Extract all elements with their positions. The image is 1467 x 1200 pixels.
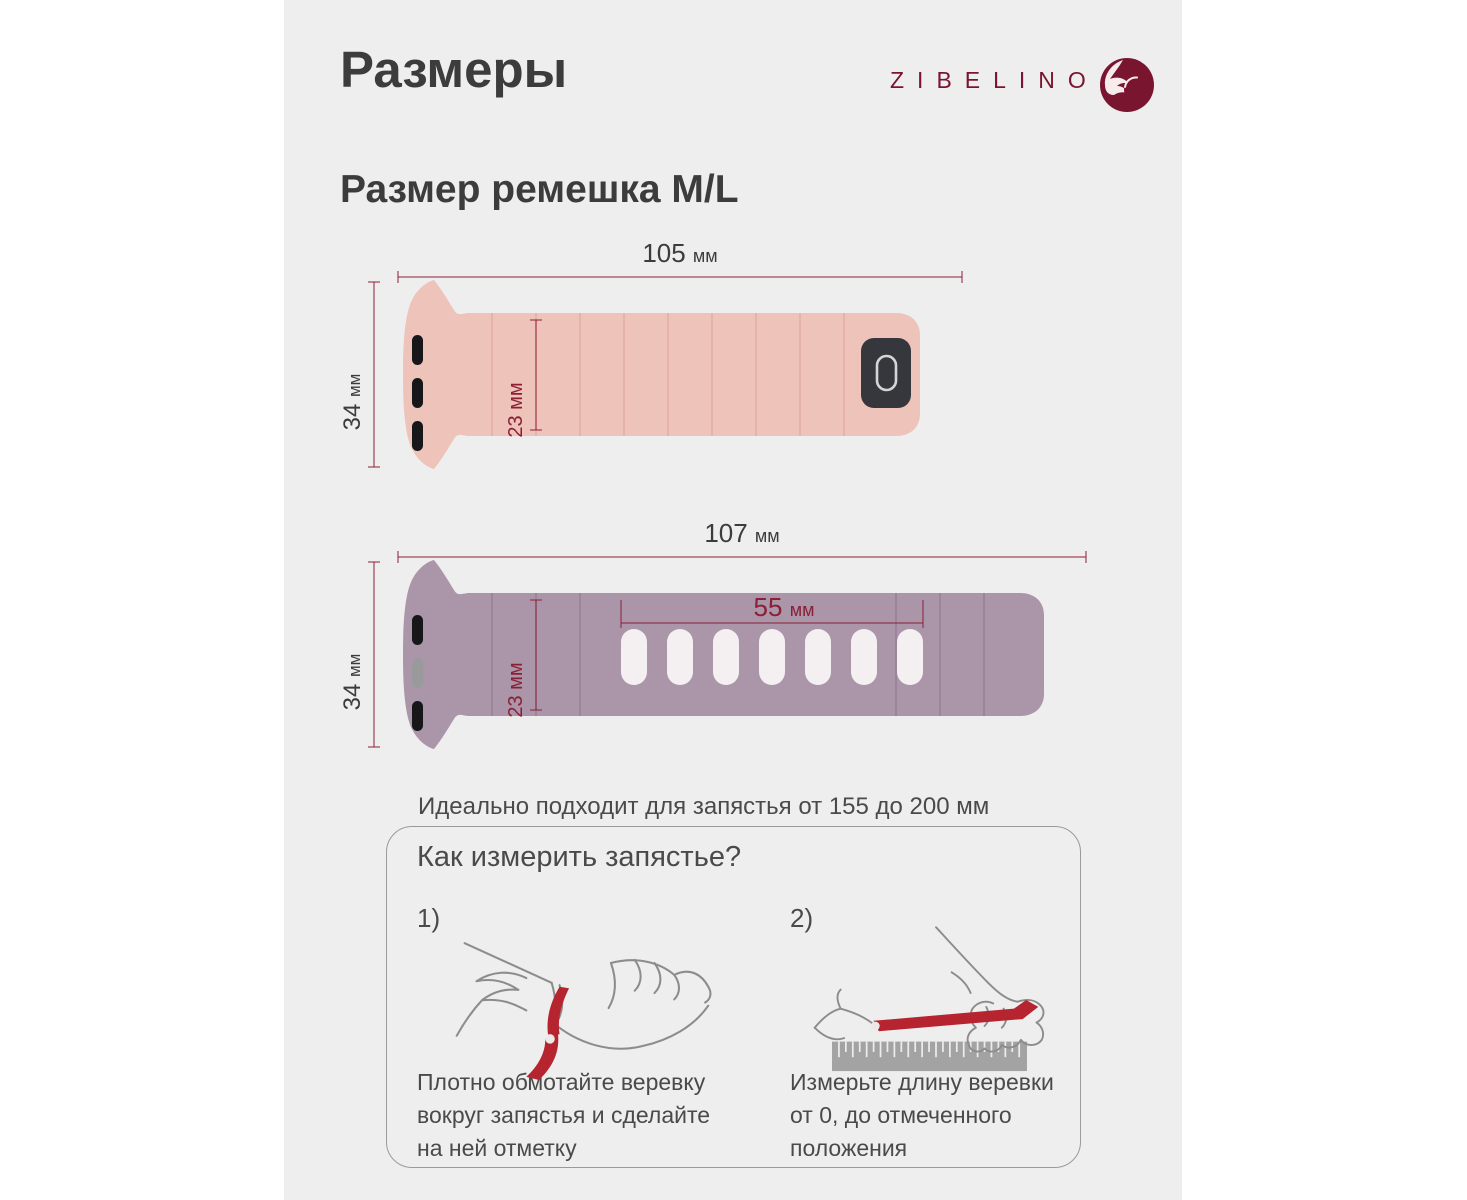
svg-text:34 мм: 34 мм <box>339 654 366 711</box>
svg-text:23 мм: 23 мм <box>505 662 527 717</box>
svg-text:ZIBELINO: ZIBELINO <box>890 67 1099 93</box>
svg-text:23 мм: 23 мм <box>505 382 527 437</box>
svg-text:34 мм: 34 мм <box>339 374 366 431</box>
